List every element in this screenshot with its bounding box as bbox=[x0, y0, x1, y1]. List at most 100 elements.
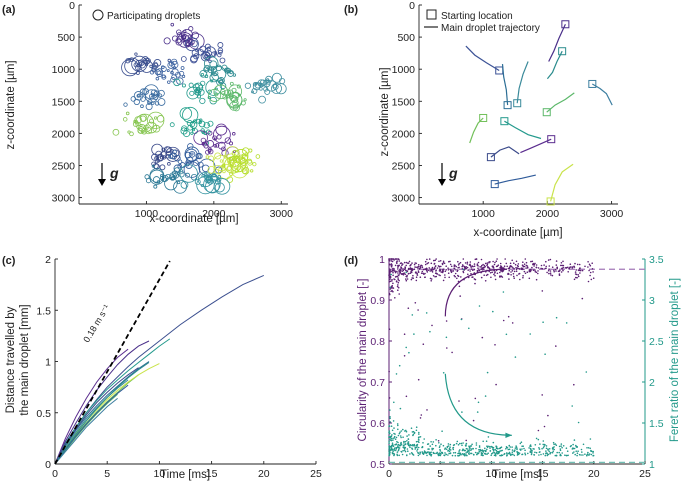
panel-d-feret-point bbox=[408, 351, 410, 354]
panel-d-circularity-point bbox=[436, 267, 439, 269]
panel-d-circularity-point bbox=[417, 309, 419, 311]
panel-d-circularity-point bbox=[403, 333, 406, 336]
panel-c-slope-annotation: 0.18 m s⁻¹ bbox=[81, 303, 111, 344]
panel-d-feret-point bbox=[408, 434, 410, 436]
panel-d-circularity-point bbox=[397, 278, 400, 281]
panel-d-feret-point bbox=[491, 452, 494, 454]
panel-d-circularity-point bbox=[537, 429, 540, 432]
panel-d-feret-point bbox=[479, 448, 482, 451]
panel-d-feret-point bbox=[400, 444, 402, 447]
panel-d-circularity-point bbox=[559, 269, 561, 272]
panel-d-feret-point bbox=[397, 444, 399, 446]
panel-d-feret-point bbox=[398, 364, 401, 367]
panel-d-circularity-point bbox=[388, 275, 391, 278]
panel-a-droplet bbox=[145, 121, 158, 134]
panel-d-feret-point bbox=[447, 450, 449, 452]
panel-d-circularity-point bbox=[464, 262, 467, 264]
panel-d-feret-point bbox=[395, 373, 398, 375]
panel-d-feret-point bbox=[499, 454, 501, 457]
panel-d-feret-point bbox=[520, 441, 523, 444]
panel-d-circularity-point bbox=[578, 269, 581, 272]
panel-d-circularity-point bbox=[523, 265, 526, 268]
panel-d-feret-point bbox=[587, 451, 589, 454]
panel-d-circularity-point bbox=[477, 267, 479, 270]
panel-d-circularity-point bbox=[407, 268, 410, 271]
panel-a-droplet bbox=[224, 67, 231, 74]
panel-d-feret-point bbox=[418, 431, 420, 434]
panel-d-circularity-point bbox=[390, 258, 392, 260]
panel-d-feret-point bbox=[449, 446, 451, 449]
panel-b-trajectory bbox=[504, 120, 542, 140]
panel-d-circularity-point bbox=[473, 268, 476, 271]
panel-a-droplet bbox=[223, 154, 228, 159]
panel-d-feret-point bbox=[403, 442, 405, 444]
panel-d-circularity-point bbox=[490, 276, 492, 279]
panel-d-feret-point bbox=[576, 454, 578, 457]
panel-a-droplet bbox=[205, 79, 222, 96]
panel-b-legend-marker-square bbox=[426, 9, 437, 20]
panel-d-circularity-point bbox=[477, 261, 480, 264]
panel-d-circularity-point bbox=[477, 265, 479, 267]
panel-d-circularity-point bbox=[535, 266, 538, 269]
panel-d-feret-point bbox=[453, 444, 456, 446]
panel-d-circularity-point bbox=[494, 261, 496, 264]
panel-d-circularity-point bbox=[534, 269, 536, 271]
panel-a-droplet bbox=[193, 130, 208, 145]
panel-d-feret-point bbox=[546, 454, 549, 457]
panel-a-droplet bbox=[271, 82, 282, 94]
panel-a-droplet bbox=[151, 164, 155, 168]
panel-d-circularity-point bbox=[459, 295, 462, 297]
panel-d-feret-point bbox=[389, 286, 392, 289]
panel-d-circularity-point bbox=[410, 271, 413, 274]
panel-a-droplet bbox=[271, 72, 282, 83]
panel-a-droplet bbox=[199, 45, 207, 53]
panel-d-plot: 0.5 0.6 0.7 0.8 0.9 1 1 1.5 2 2.5 3 3.5 0 5 10 15 20 25 bbox=[370, 254, 663, 480]
panel-b-plot: 0 500 1000 1500 2000 2500 3000 1000 2000 3000 bbox=[392, 0, 624, 220]
panel-d-circularity-point bbox=[408, 260, 411, 263]
panel-d-circularity-point bbox=[441, 271, 444, 274]
panel-d-circularity-point bbox=[454, 272, 457, 275]
panel-d-feret-point bbox=[439, 454, 441, 457]
panel-d-circularity-point bbox=[397, 268, 399, 270]
panel-d-feret-point bbox=[545, 450, 547, 452]
panel-b-trajectory bbox=[546, 50, 563, 80]
panel-d-circularity-point bbox=[560, 262, 563, 264]
panel-b-gravity-label: g bbox=[448, 165, 458, 181]
panel-d-circularity-point bbox=[432, 275, 435, 277]
panel-d-feret-point bbox=[442, 372, 445, 374]
panel-a-droplet bbox=[190, 55, 198, 64]
panel-d-circularity-point bbox=[404, 273, 407, 276]
panel-d-circularity-point bbox=[492, 260, 494, 263]
panel-d-circularity-point bbox=[524, 258, 527, 260]
panel-d-feret-point bbox=[521, 448, 523, 450]
panel-b-ylabel: z-coordinate [µm] bbox=[379, 67, 391, 156]
panel-a-droplet bbox=[154, 155, 160, 161]
panel-a-droplet bbox=[160, 65, 167, 72]
panel-d-circularity-point bbox=[397, 289, 399, 292]
panel-a-droplet bbox=[156, 115, 165, 123]
panel-a-droplet bbox=[200, 137, 206, 143]
panel-d-circularity-point bbox=[511, 270, 514, 272]
panel-d-feret-point bbox=[542, 446, 545, 449]
panel-d-circularity-point bbox=[405, 264, 408, 267]
panel-a-droplet bbox=[258, 95, 266, 104]
panel-c: (c) 00.511.520 5 10 15 20 25 Time [ms] Distan… bbox=[2, 254, 322, 481]
panel-d-feret-point bbox=[590, 450, 593, 453]
panel-d-feret-point bbox=[388, 439, 391, 441]
panel-d-feret-point bbox=[397, 428, 399, 431]
panel-d-feret-point bbox=[489, 450, 492, 452]
panel-d-circularity-point bbox=[504, 258, 507, 260]
panel-d-circularity-point bbox=[560, 264, 562, 267]
panel-a-gravity-arrowhead bbox=[98, 179, 106, 186]
panel-d-feret-point bbox=[503, 453, 505, 456]
panel-a-droplet bbox=[135, 113, 155, 133]
panel-d-circularity-point bbox=[426, 269, 428, 272]
panel-d-circularity-point bbox=[428, 258, 431, 260]
panel-a-droplet bbox=[163, 146, 171, 154]
panel-d-feret-point bbox=[584, 453, 586, 456]
panel-d-circularity-point bbox=[584, 265, 586, 268]
panel-a-droplet bbox=[196, 153, 203, 160]
panel-d-feret-point bbox=[494, 454, 497, 457]
panel-d-circularity-point bbox=[507, 267, 510, 270]
panel-d-feret-point bbox=[542, 440, 545, 442]
